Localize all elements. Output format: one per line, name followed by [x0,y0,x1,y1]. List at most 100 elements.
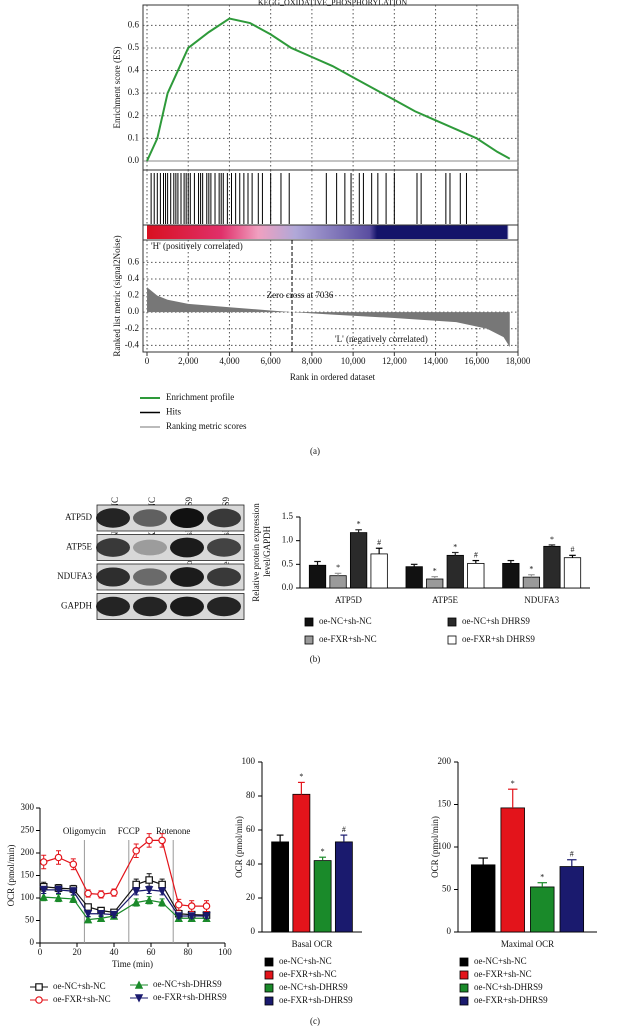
y-tick-label: 60 [246,824,256,834]
y-tick-label: 0 [447,926,452,936]
bar [446,554,464,589]
y-axis-label: OCR (pmol/min) [234,816,244,878]
marker [109,910,119,920]
marker [132,847,141,855]
y2-tick-label: 0.4 [128,273,140,283]
legend-swatch [264,983,274,993]
x-tick-label: 0 [145,356,150,366]
y-tick-label: 0.5 [282,558,294,568]
legend-label: oe-FXR+sh-NC [319,634,377,644]
legend-label: oe-NC+sh-DHRS9 [279,982,348,992]
blot-band [133,539,167,556]
bar [370,553,388,589]
y2-tick-label: -0.4 [125,339,140,349]
legend-swatch [459,996,469,1006]
y-tick-label: 100 [242,756,256,766]
y-tick-label: 100 [438,841,452,851]
marker [202,912,211,921]
legend-label: oe-FXR+sh DHRS9 [462,634,535,644]
legend-label: oe-FXR+sh-NC [53,994,111,1004]
blot-band [133,596,167,617]
blot-band [96,567,130,587]
legend-label: oe-NC+sh-DHRS9 [153,979,222,989]
bar [559,866,585,933]
y2-tick-label: 0.0 [128,306,140,316]
blot-band [170,567,204,587]
x-tick-label: 60 [147,947,157,957]
row-label: ATP5E [66,542,93,552]
series-line [43,839,207,907]
y-tick-label: 200 [438,756,452,766]
y-tick-label: 150 [21,870,35,880]
marker [69,887,78,896]
bar [349,532,368,589]
x-tick-label: 14,000 [423,356,448,366]
y-tick-label: 0.1 [128,132,139,142]
x-tick-label: Maximal OCR [501,939,554,949]
marker [39,886,48,895]
marker [83,915,93,924]
x-tick-label: 12,000 [382,356,407,366]
y-tick-label: 0.0 [282,582,294,592]
legend-label: oe-NC+sh DHRS9 [462,616,530,626]
x-tick-label: 0 [38,947,43,957]
marker [144,895,154,905]
y-axis-label: OCR (pmol/min) [6,845,16,907]
metric-area [147,287,510,348]
marker [187,902,196,910]
x-tick-label: 16,000 [464,356,489,366]
x-tick-label: 4,000 [219,356,240,366]
bar [329,575,347,589]
significance-mark: * [550,535,554,544]
y-tick-label: 0.6 [128,19,140,29]
marker [158,880,166,889]
rank-color-bar [147,225,518,239]
x-tick-label: 2,000 [178,356,199,366]
bar [530,886,555,933]
marker [110,888,118,897]
significance-mark: # [377,538,381,547]
marker [187,912,196,921]
y-tick-label: 0.4 [128,65,140,75]
marker [39,858,48,866]
blot-band [207,508,241,528]
blot-band [133,509,167,527]
x-tick-label: 40 [110,947,120,957]
legend-swatch [447,617,457,627]
significance-mark: # [570,850,574,859]
significance-mark: * [433,566,437,575]
legend-swatch [264,996,274,1006]
marker [84,903,92,911]
y-tick-label: 0 [251,926,256,936]
legend-label: oe-FXR+sh-NC [474,969,532,979]
injection-label: FCCP [118,826,140,836]
y-axis-label: Relative protein expression level/GAPDH [251,503,272,602]
marker [174,912,183,921]
bar [426,578,444,589]
marker [69,860,78,868]
marker [54,853,63,862]
y-axis-label: Enrichment score (ES) [112,47,122,129]
x-tick-label: 8,000 [302,356,323,366]
legend-marker [35,996,43,1004]
bar [292,793,311,933]
y-tick-label: 250 [21,825,35,835]
bar [500,807,525,933]
y-tick-label: 100 [21,892,35,902]
legend-label: oe-NC+sh-NC [53,981,106,991]
marker [132,880,140,889]
legend-label: oe-NC+sh-DHRS9 [474,982,543,992]
y-tick-label: 0.5 [128,42,140,52]
annotation: 'L' (negatively correlated) [335,334,428,344]
significance-mark: * [529,565,533,574]
blot-band [207,596,241,617]
chart-title: KEGG_OXIDATIVE_PHOSPHORYLATION [258,0,408,7]
y-tick-label: 0 [30,937,35,947]
legend-label: Enrichment profile [166,392,234,402]
legend-label: oe-FXR+sh-DHRS9 [153,992,227,1002]
injection-label: Rotenone [156,826,191,836]
marker [157,887,167,896]
bar [467,562,485,589]
legend-label: oe-NC+sh-NC [279,956,332,966]
y-tick-label: 50 [25,915,35,925]
